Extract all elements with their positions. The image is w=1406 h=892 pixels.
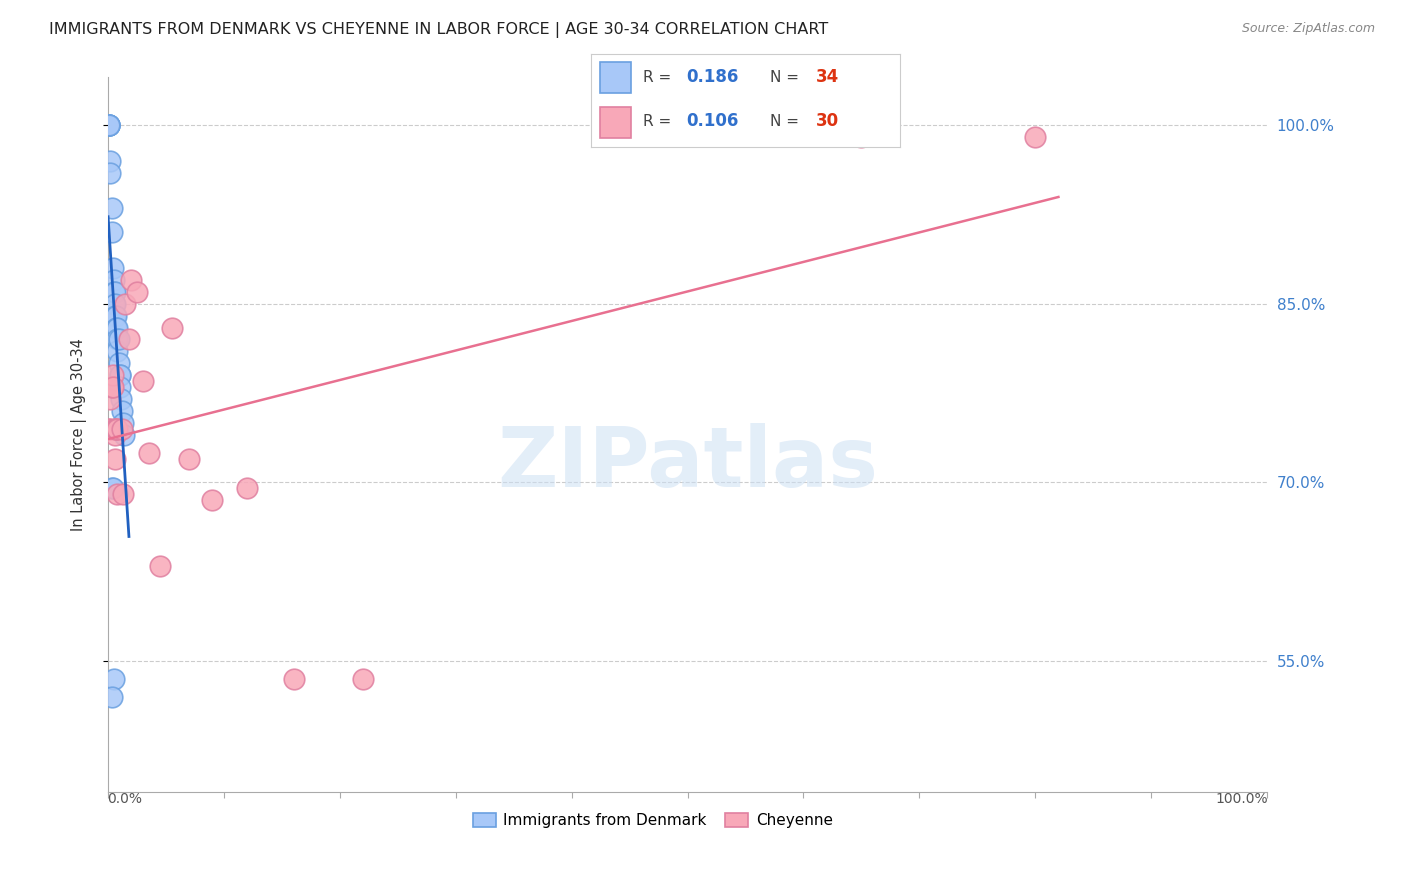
Point bbox=[138, 445, 160, 459]
Point bbox=[112, 487, 135, 501]
Point bbox=[108, 368, 131, 383]
Point bbox=[114, 296, 136, 310]
Point bbox=[851, 130, 873, 145]
Point bbox=[105, 320, 128, 334]
Point bbox=[98, 118, 121, 132]
Point bbox=[101, 368, 124, 383]
Point bbox=[283, 672, 305, 686]
Point bbox=[104, 296, 127, 310]
Text: 0.186: 0.186 bbox=[686, 69, 738, 87]
Point bbox=[125, 285, 148, 299]
Point bbox=[132, 374, 155, 388]
Point bbox=[118, 333, 141, 347]
Point bbox=[160, 320, 183, 334]
Point bbox=[108, 368, 131, 383]
Point bbox=[236, 481, 259, 495]
Text: R =: R = bbox=[643, 114, 676, 129]
Text: 100.0%: 100.0% bbox=[1216, 792, 1268, 806]
Y-axis label: In Labor Force | Age 30-34: In Labor Force | Age 30-34 bbox=[72, 338, 87, 531]
Point bbox=[100, 166, 122, 180]
Point bbox=[107, 356, 129, 370]
Point bbox=[104, 427, 127, 442]
Text: N =: N = bbox=[770, 114, 804, 129]
Point bbox=[98, 118, 121, 132]
Point bbox=[103, 285, 125, 299]
Point bbox=[120, 273, 142, 287]
Point bbox=[1024, 130, 1046, 145]
Point bbox=[100, 481, 122, 495]
Point bbox=[105, 422, 128, 436]
Text: R =: R = bbox=[643, 70, 676, 85]
Point bbox=[112, 416, 135, 430]
Point bbox=[352, 672, 374, 686]
Text: 30: 30 bbox=[817, 112, 839, 130]
Text: 0.106: 0.106 bbox=[686, 112, 738, 130]
Point bbox=[104, 285, 127, 299]
Point bbox=[98, 118, 121, 132]
Point bbox=[112, 427, 135, 442]
Text: ZIPatlas: ZIPatlas bbox=[498, 423, 879, 504]
Point bbox=[105, 344, 128, 359]
Point bbox=[105, 422, 128, 436]
Point bbox=[105, 320, 128, 334]
Point bbox=[179, 451, 201, 466]
Point bbox=[98, 422, 121, 436]
Text: 0.0%: 0.0% bbox=[107, 792, 142, 806]
Text: 34: 34 bbox=[817, 69, 839, 87]
Point bbox=[98, 118, 121, 132]
Point bbox=[104, 451, 127, 466]
Point bbox=[105, 333, 128, 347]
Point bbox=[100, 392, 122, 406]
FancyBboxPatch shape bbox=[600, 62, 631, 93]
Point bbox=[104, 309, 127, 323]
Point bbox=[111, 404, 134, 418]
Point bbox=[100, 380, 122, 394]
Point bbox=[100, 690, 122, 704]
Point bbox=[98, 422, 121, 436]
Text: IMMIGRANTS FROM DENMARK VS CHEYENNE IN LABOR FORCE | AGE 30-34 CORRELATION CHART: IMMIGRANTS FROM DENMARK VS CHEYENNE IN L… bbox=[49, 22, 828, 38]
Point bbox=[103, 273, 125, 287]
Point bbox=[100, 202, 122, 216]
Point bbox=[100, 153, 122, 168]
Point bbox=[201, 493, 224, 508]
Point bbox=[105, 487, 128, 501]
Point bbox=[100, 225, 122, 239]
Point bbox=[103, 422, 125, 436]
Legend: Immigrants from Denmark, Cheyenne: Immigrants from Denmark, Cheyenne bbox=[467, 806, 839, 834]
Point bbox=[111, 422, 134, 436]
Point bbox=[149, 558, 172, 573]
Point bbox=[108, 380, 131, 394]
Point bbox=[107, 333, 129, 347]
Point bbox=[105, 422, 128, 436]
Point bbox=[110, 392, 132, 406]
FancyBboxPatch shape bbox=[600, 107, 631, 138]
Text: Source: ZipAtlas.com: Source: ZipAtlas.com bbox=[1241, 22, 1375, 36]
Point bbox=[103, 672, 125, 686]
Point bbox=[101, 260, 124, 275]
Point bbox=[101, 380, 124, 394]
Text: N =: N = bbox=[770, 70, 804, 85]
Point bbox=[103, 296, 125, 310]
Point bbox=[105, 309, 128, 323]
Point bbox=[98, 118, 121, 132]
Point bbox=[101, 481, 124, 495]
